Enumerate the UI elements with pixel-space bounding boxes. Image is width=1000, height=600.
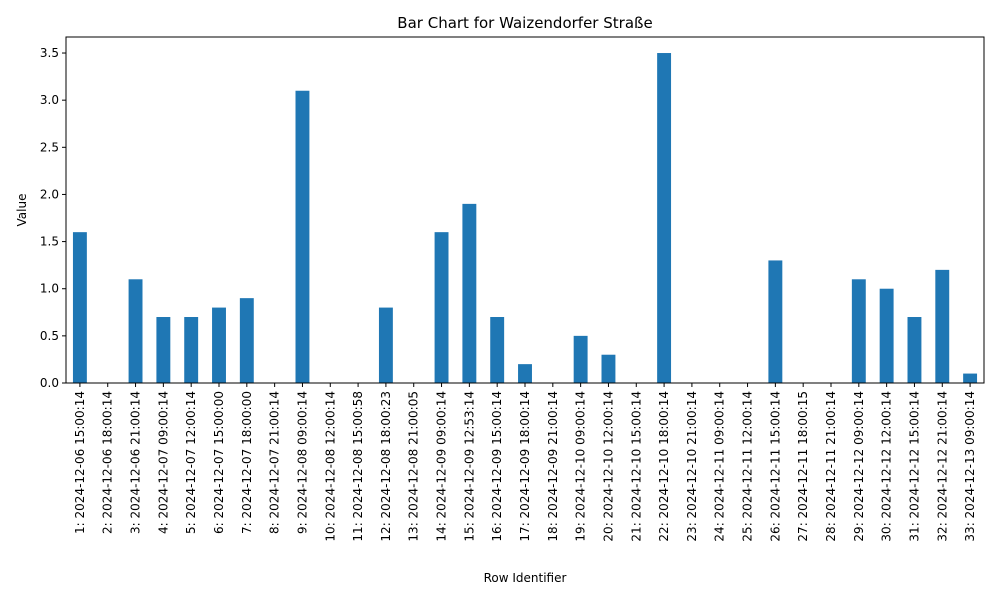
x-tick-label: 26: 2024-12-11 15:00:14 [768, 391, 782, 542]
bar [295, 90, 310, 384]
x-tick-label: 8: 2024-12-07 21:00:14 [268, 391, 282, 534]
bar [212, 307, 226, 383]
y-tick-label: 0.5 [40, 329, 59, 343]
x-tick-label: 20: 2024-12-10 12:00:14 [601, 391, 615, 542]
bar [879, 288, 894, 383]
x-tick-label: 19: 2024-12-10 09:00:14 [574, 391, 588, 542]
x-tick-label: 33: 2024-12-13 09:00:14 [963, 391, 977, 542]
x-tick-label: 13: 2024-12-08 21:00:05 [407, 391, 421, 542]
x-axis: 1: 2024-12-06 15:00:14 2: 2024-12-06 18:0… [73, 383, 977, 542]
bar [239, 298, 254, 383]
x-tick-label: 18: 2024-12-09 21:00:14 [546, 391, 560, 542]
x-tick-label: 7: 2024-12-07 18:00:00 [240, 391, 254, 534]
x-tick-label: 25: 2024-12-11 12:00:14 [741, 391, 755, 542]
x-tick-label: 22: 2024-12-10 18:00:14 [657, 391, 671, 542]
bar [601, 354, 616, 383]
x-tick-label: 23: 2024-12-10 21:00:14 [685, 391, 699, 542]
x-tick-label: 4: 2024-12-07 09:00:14 [156, 391, 170, 534]
chart-title: Bar Chart for Waizendorfer Straße [397, 14, 652, 32]
y-tick-label: 1.0 [40, 282, 59, 296]
x-tick-label: 16: 2024-12-09 15:00:14 [490, 391, 504, 542]
bar [156, 317, 171, 383]
bar [184, 317, 199, 383]
x-tick-label: 27: 2024-12-11 18:00:15 [796, 391, 810, 542]
x-tick-label: 3: 2024-12-06 21:00:14 [129, 391, 143, 534]
x-tick-label: 1: 2024-12-06 15:00:14 [73, 391, 87, 534]
x-tick-label: 29: 2024-12-12 09:00:14 [852, 391, 866, 542]
x-tick-label: 14: 2024-12-09 09:00:14 [435, 391, 449, 542]
bar [851, 279, 866, 383]
plot-frame [65, 36, 985, 384]
bar [72, 232, 87, 383]
x-tick-label: 28: 2024-12-11 21:00:14 [824, 391, 838, 542]
x-tick-label: 12: 2024-12-08 18:00:23 [379, 391, 393, 542]
y-tick-label: 2.5 [40, 140, 59, 154]
y-tick-label: 1.5 [40, 235, 59, 249]
x-tick-label: 2: 2024-12-06 18:00:14 [101, 391, 115, 534]
bar [434, 232, 449, 383]
x-axis-label: Row Identifier [484, 571, 567, 585]
y-tick-label: 3.0 [40, 93, 59, 107]
bar [518, 364, 532, 383]
x-tick-label: 31: 2024-12-12 15:00:14 [907, 391, 921, 542]
bar [462, 203, 477, 383]
bar [573, 335, 588, 383]
x-tick-label: 30: 2024-12-12 12:00:14 [880, 391, 894, 542]
x-tick-label: 21: 2024-12-10 15:00:14 [629, 391, 643, 542]
bar [907, 317, 922, 383]
bar [963, 373, 978, 383]
x-tick-label: 9: 2024-12-08 09:00:14 [295, 391, 309, 534]
bar [935, 269, 950, 383]
x-tick-label: 17: 2024-12-09 18:00:14 [518, 391, 532, 542]
bars-group [72, 53, 978, 384]
y-axis: 0.0 0.5 1.0 1.5 2.0 2.5 3.0 3.5 [40, 46, 66, 390]
y-tick-label: 3.5 [40, 46, 59, 60]
x-tick-label: 15: 2024-12-09 12:53:14 [462, 391, 476, 542]
x-tick-label: 11: 2024-12-08 15:00:58 [351, 391, 365, 542]
bar [128, 279, 143, 383]
bar [490, 317, 505, 383]
y-tick-label: 0.0 [40, 376, 59, 390]
bar [768, 260, 783, 383]
x-tick-label: 24: 2024-12-11 09:00:14 [713, 391, 727, 542]
x-tick-label: 5: 2024-12-07 12:00:14 [184, 391, 198, 534]
x-tick-label: 32: 2024-12-12 21:00:14 [935, 391, 949, 542]
y-tick-label: 2.0 [40, 187, 59, 201]
x-tick-label: 10: 2024-12-08 12:00:14 [323, 391, 337, 542]
y-axis-label: Value [15, 194, 29, 227]
bar [657, 53, 672, 383]
bar [378, 307, 393, 383]
x-tick-label: 6: 2024-12-07 15:00:00 [212, 391, 226, 534]
